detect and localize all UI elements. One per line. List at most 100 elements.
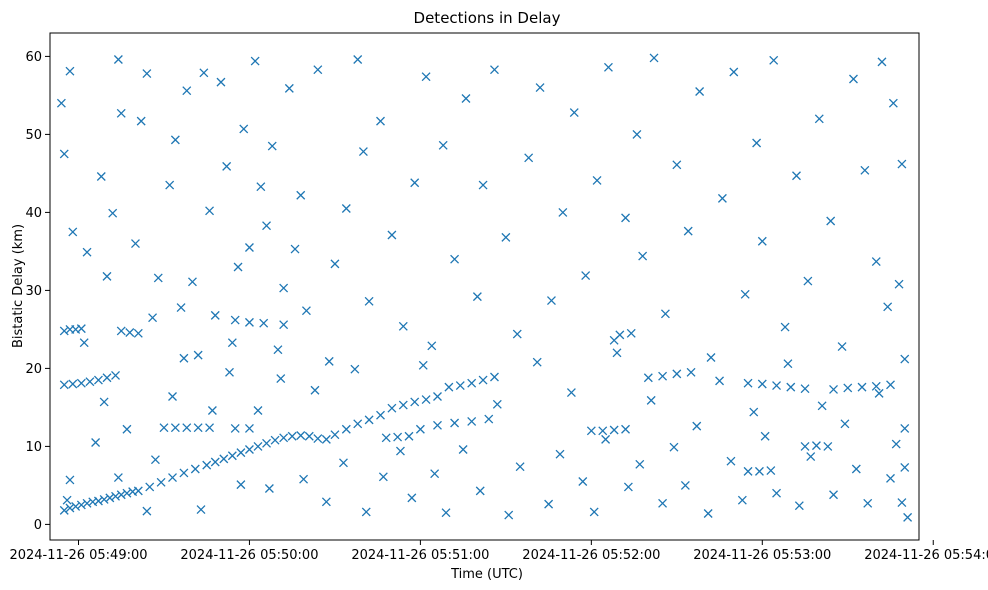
data-point: [170, 135, 180, 145]
data-point: [59, 505, 69, 515]
data-point: [65, 66, 75, 76]
data-point: [421, 395, 431, 405]
data-point: [660, 309, 670, 319]
data-point: [216, 77, 226, 87]
data-point: [387, 403, 397, 413]
data-point: [632, 129, 642, 139]
data-point: [680, 480, 690, 490]
data-point: [706, 353, 716, 362]
data-point: [133, 328, 143, 338]
data-point: [512, 329, 522, 339]
data-point: [99, 494, 109, 504]
data-point: [76, 378, 86, 388]
data-point: [404, 431, 414, 441]
data-point: [239, 124, 249, 134]
data-point: [85, 377, 95, 387]
data-point: [393, 432, 403, 442]
data-point: [811, 441, 821, 451]
data-point: [780, 322, 790, 332]
data-point: [76, 324, 86, 334]
data-point: [350, 364, 360, 374]
data-point: [467, 416, 477, 426]
data-point: [253, 406, 263, 415]
data-point: [270, 435, 280, 445]
data-point: [353, 55, 363, 64]
data-point: [102, 373, 112, 383]
x-axis: 2024-11-26 05:49:00 2024-11-26 05:50:00 20…: [9, 540, 988, 563]
data-point: [299, 474, 309, 484]
data-point: [427, 341, 437, 351]
y-tick-label: 20: [25, 362, 42, 377]
x-tick-label: 2024-11-26 05:52:00: [522, 548, 660, 563]
data-point: [387, 230, 397, 240]
data-point: [116, 326, 126, 336]
data-point: [59, 149, 69, 159]
data-point: [421, 72, 431, 82]
data-point: [321, 497, 331, 507]
data-point: [478, 180, 488, 190]
data-point: [210, 310, 220, 320]
data-point: [800, 441, 810, 451]
data-point: [837, 342, 847, 352]
data-point: [65, 503, 75, 513]
data-point: [267, 141, 277, 151]
data-point: [259, 318, 269, 328]
data-point: [230, 424, 240, 433]
data-point: [472, 292, 482, 302]
data-point: [455, 381, 465, 391]
data-point: [504, 510, 514, 520]
data-point: [900, 354, 910, 364]
data-point: [766, 466, 776, 476]
y-axis: 0 10 20 30 40 50 60: [25, 50, 50, 533]
data-point: [330, 259, 340, 269]
data-point: [341, 424, 351, 434]
data-point: [717, 193, 727, 203]
data-point: [244, 317, 254, 327]
data-point: [458, 445, 468, 454]
data-point: [182, 86, 192, 96]
data-point: [156, 477, 166, 487]
data-point: [578, 477, 588, 486]
data-point: [757, 379, 767, 389]
data-point: [672, 369, 682, 379]
data-point: [256, 182, 266, 192]
data-point: [623, 482, 633, 492]
data-point: [59, 326, 69, 336]
data-point: [418, 360, 428, 370]
data-point: [284, 83, 294, 93]
data-point: [894, 279, 904, 289]
data-point: [484, 414, 494, 424]
y-tick-label: 40: [25, 206, 42, 221]
data-point: [296, 431, 306, 440]
data-point: [646, 395, 656, 405]
data-point: [475, 486, 485, 496]
data-point: [193, 423, 203, 433]
data-point: [438, 140, 448, 150]
y-tick-label: 60: [25, 50, 42, 65]
data-point: [658, 498, 668, 508]
data-point: [207, 406, 217, 415]
data-point: [113, 473, 123, 483]
data-point: [227, 338, 237, 348]
data-point: [199, 68, 209, 78]
data-point: [501, 232, 511, 242]
data-point: [555, 449, 565, 459]
data-point: [874, 388, 884, 398]
data-point: [304, 431, 314, 441]
data-point: [800, 384, 810, 394]
data-point: [743, 466, 753, 476]
data-point: [897, 498, 907, 508]
data-point: [290, 244, 300, 254]
data-point: [159, 423, 169, 433]
data-point: [219, 454, 229, 464]
data-point: [381, 433, 391, 443]
data-point: [376, 116, 385, 126]
y-axis-label: Bistatic Delay (km): [11, 224, 26, 348]
data-point: [122, 488, 132, 498]
data-point: [125, 328, 135, 337]
data-point: [829, 385, 838, 394]
data-point: [769, 55, 779, 65]
data-point: [760, 431, 770, 441]
data-point: [253, 441, 263, 451]
data-point: [826, 216, 836, 226]
